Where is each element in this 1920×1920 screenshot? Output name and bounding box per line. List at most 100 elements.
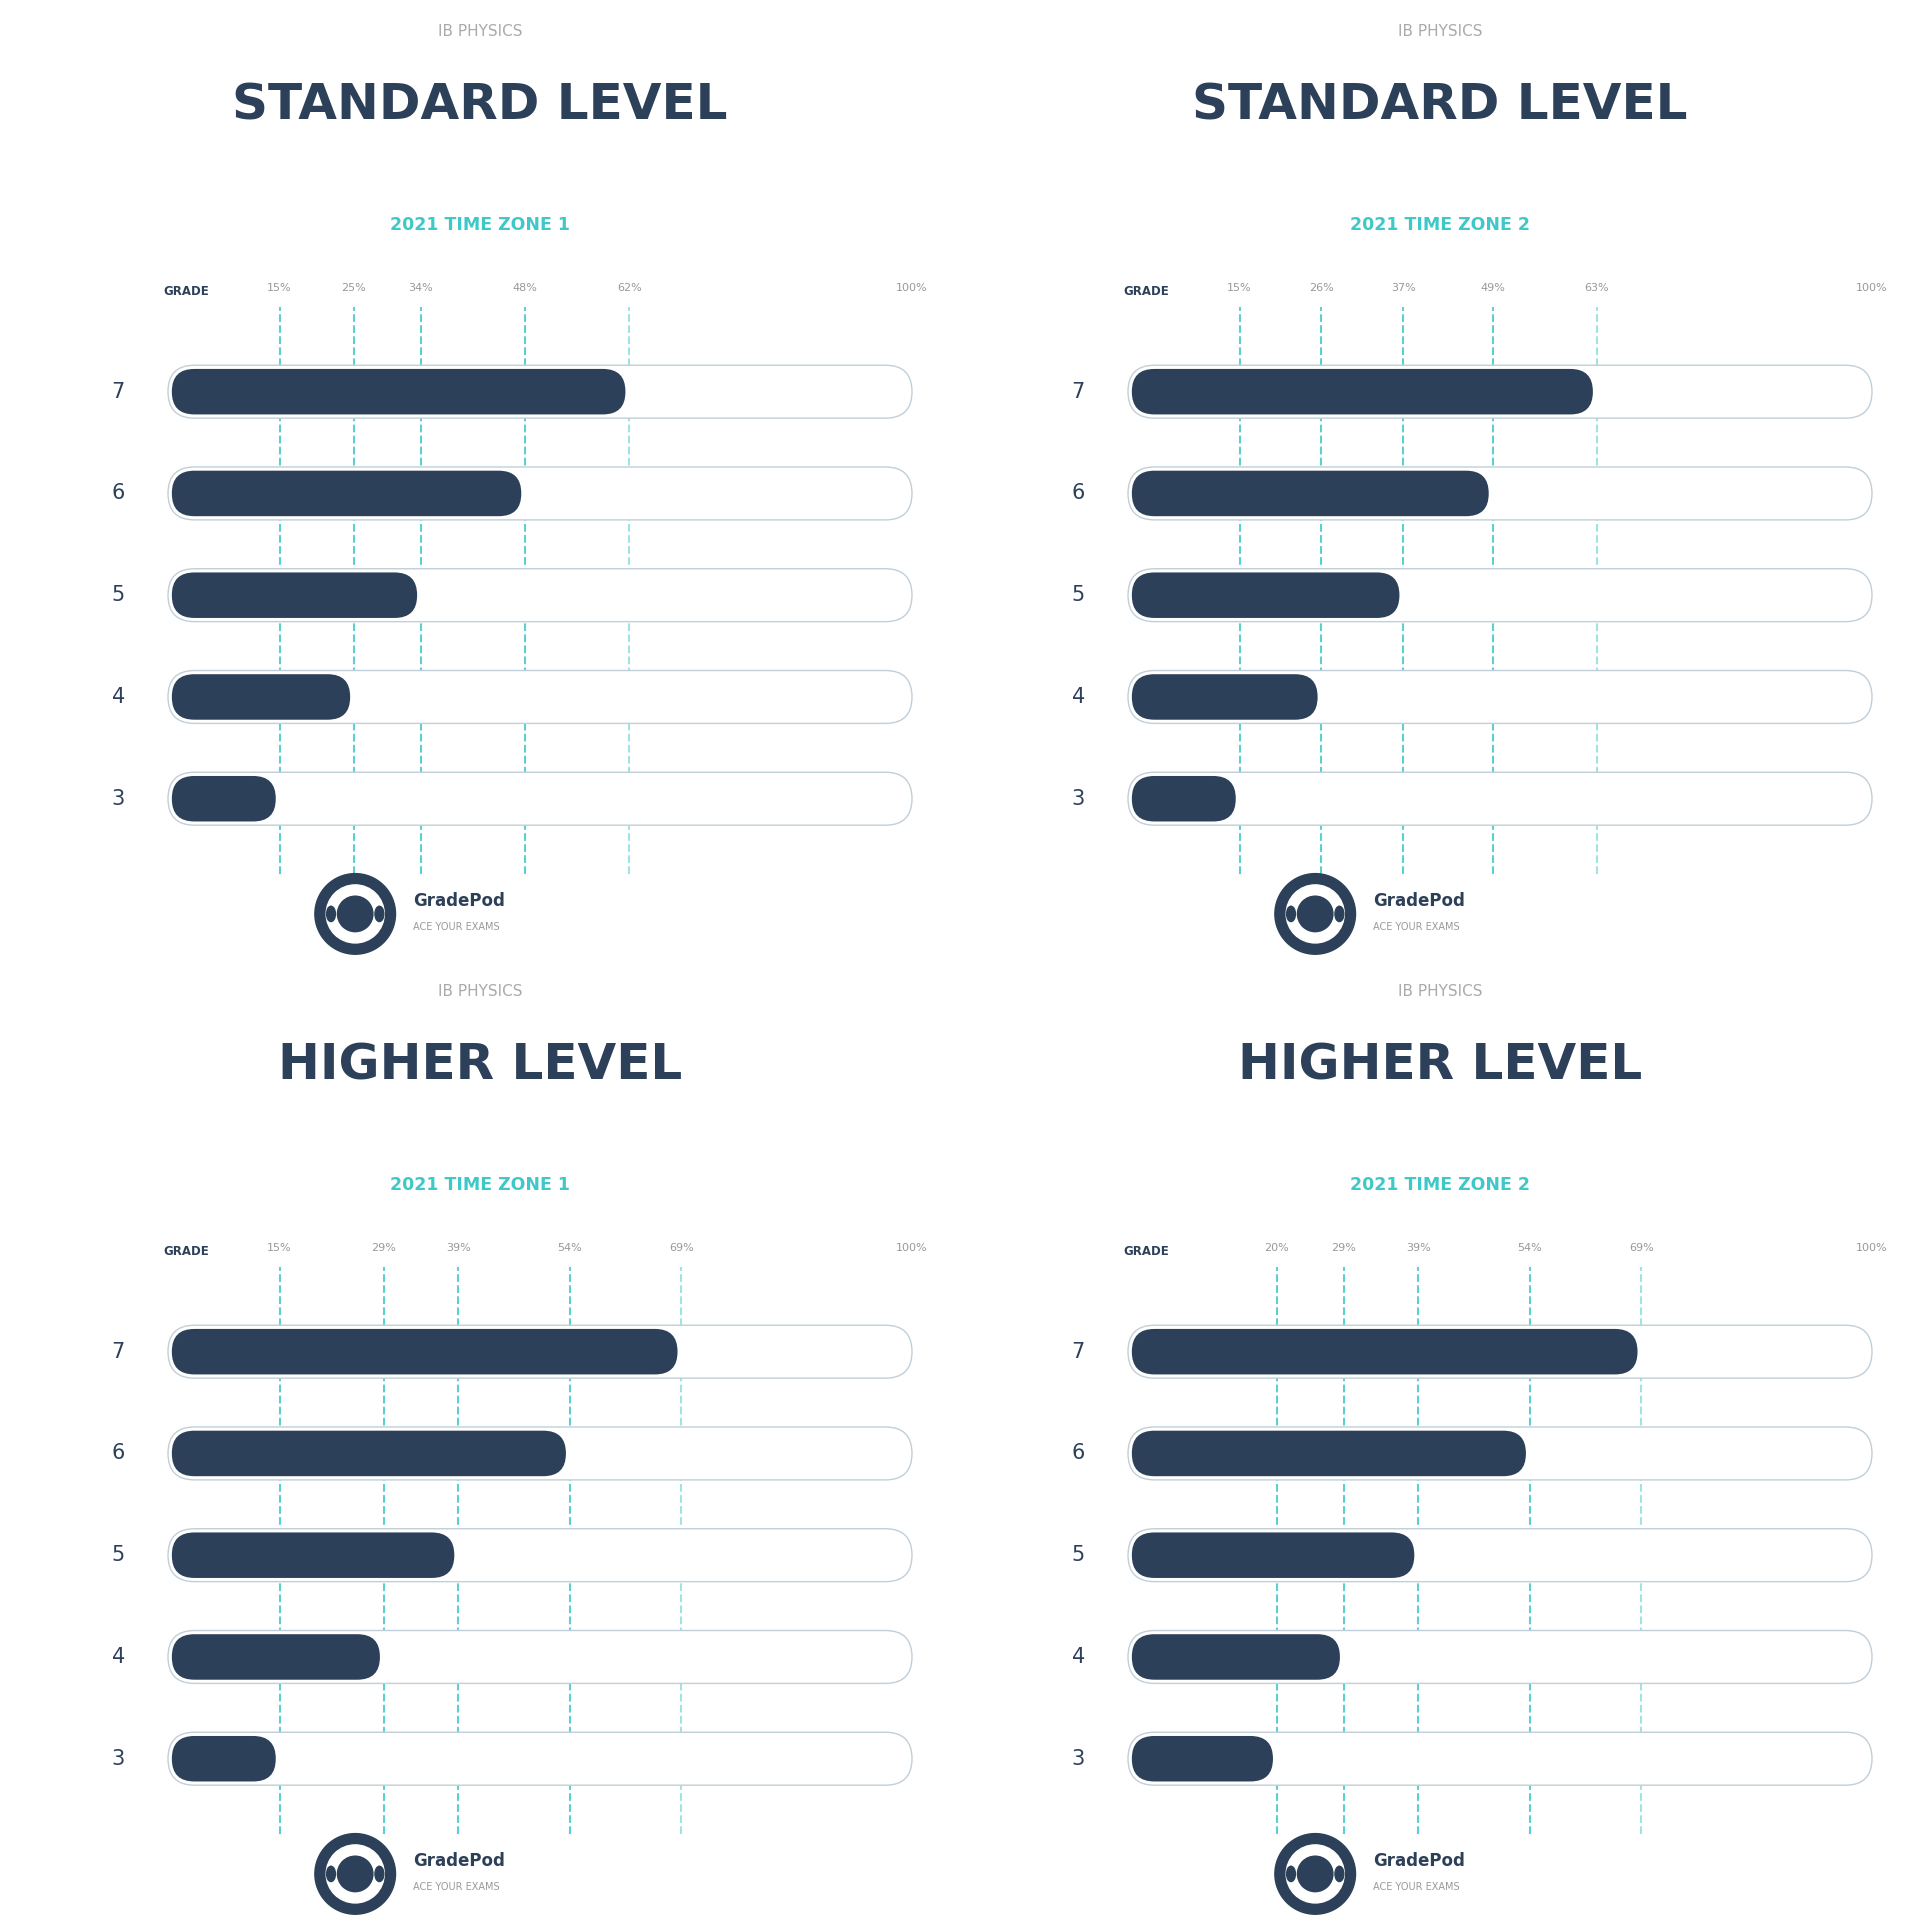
Text: 26%: 26% (1309, 282, 1334, 292)
Text: 29%: 29% (371, 1242, 396, 1252)
Text: 4: 4 (1071, 1647, 1085, 1667)
FancyBboxPatch shape (1131, 1736, 1273, 1782)
FancyBboxPatch shape (173, 369, 626, 415)
Text: 63%: 63% (1584, 282, 1609, 292)
Text: 48%: 48% (513, 282, 538, 292)
Text: IB PHYSICS: IB PHYSICS (438, 25, 522, 38)
FancyBboxPatch shape (169, 1528, 912, 1582)
Text: GradePod: GradePod (413, 893, 505, 910)
Text: 69%: 69% (668, 1242, 693, 1252)
FancyBboxPatch shape (1129, 1427, 1872, 1480)
Text: ACE YOUR EXAMS: ACE YOUR EXAMS (1373, 1882, 1459, 1893)
Text: 7: 7 (111, 382, 125, 401)
Ellipse shape (1334, 906, 1344, 922)
Ellipse shape (326, 1866, 336, 1882)
FancyBboxPatch shape (1131, 1329, 1638, 1375)
FancyBboxPatch shape (1131, 674, 1317, 720)
Text: ACE YOUR EXAMS: ACE YOUR EXAMS (1373, 922, 1459, 933)
FancyBboxPatch shape (1129, 1528, 1872, 1582)
Text: 54%: 54% (557, 1242, 582, 1252)
Text: 4: 4 (111, 687, 125, 707)
Ellipse shape (1286, 906, 1296, 922)
Text: GRADE: GRADE (163, 1244, 209, 1258)
FancyBboxPatch shape (173, 572, 417, 618)
Text: 5: 5 (1071, 1546, 1085, 1565)
Circle shape (1298, 897, 1332, 931)
FancyBboxPatch shape (1131, 776, 1236, 822)
Circle shape (1298, 1857, 1332, 1891)
FancyBboxPatch shape (173, 1532, 455, 1578)
Text: 37%: 37% (1390, 282, 1415, 292)
Text: 15%: 15% (267, 282, 292, 292)
FancyBboxPatch shape (173, 1736, 276, 1782)
Text: 20%: 20% (1265, 1242, 1288, 1252)
Text: 39%: 39% (445, 1242, 470, 1252)
Text: 6: 6 (111, 484, 125, 503)
FancyBboxPatch shape (169, 467, 912, 520)
Text: 100%: 100% (1857, 1242, 1887, 1252)
Circle shape (326, 885, 384, 943)
Circle shape (326, 1845, 384, 1903)
Text: IB PHYSICS: IB PHYSICS (1398, 983, 1482, 998)
Text: 2021 TIME ZONE 1: 2021 TIME ZONE 1 (390, 1175, 570, 1194)
Ellipse shape (1334, 1866, 1344, 1882)
Text: 34%: 34% (409, 282, 434, 292)
FancyBboxPatch shape (1129, 1630, 1872, 1684)
FancyBboxPatch shape (1131, 1532, 1415, 1578)
FancyBboxPatch shape (169, 365, 912, 419)
Text: 25%: 25% (342, 282, 367, 292)
Text: ACE YOUR EXAMS: ACE YOUR EXAMS (413, 1882, 499, 1893)
Text: HIGHER LEVEL: HIGHER LEVEL (1238, 1041, 1642, 1089)
Text: 49%: 49% (1480, 282, 1505, 292)
Text: STANDARD LEVEL: STANDARD LEVEL (1192, 81, 1688, 131)
Text: 4: 4 (111, 1647, 125, 1667)
FancyBboxPatch shape (1129, 1325, 1872, 1379)
FancyBboxPatch shape (1131, 1430, 1526, 1476)
Text: 2021 TIME ZONE 2: 2021 TIME ZONE 2 (1350, 1175, 1530, 1194)
Text: GRADE: GRADE (1123, 1244, 1169, 1258)
FancyBboxPatch shape (173, 1329, 678, 1375)
FancyBboxPatch shape (1129, 568, 1872, 622)
FancyBboxPatch shape (169, 1427, 912, 1480)
Circle shape (1286, 1845, 1344, 1903)
Text: GradePod: GradePod (413, 1853, 505, 1870)
Text: 15%: 15% (1227, 282, 1252, 292)
Text: 5: 5 (1071, 586, 1085, 605)
Text: 5: 5 (111, 586, 125, 605)
FancyBboxPatch shape (1131, 572, 1400, 618)
FancyBboxPatch shape (169, 568, 912, 622)
FancyBboxPatch shape (169, 670, 912, 724)
Circle shape (1275, 1834, 1356, 1914)
Text: 100%: 100% (897, 1242, 927, 1252)
Text: 62%: 62% (616, 282, 641, 292)
Circle shape (338, 1857, 372, 1891)
Text: 29%: 29% (1331, 1242, 1356, 1252)
Text: 6: 6 (1071, 484, 1085, 503)
FancyBboxPatch shape (1131, 369, 1594, 415)
Ellipse shape (374, 906, 384, 922)
Text: 3: 3 (111, 1749, 125, 1768)
FancyBboxPatch shape (1129, 365, 1872, 419)
Ellipse shape (1286, 1866, 1296, 1882)
FancyBboxPatch shape (1131, 470, 1488, 516)
FancyBboxPatch shape (1129, 670, 1872, 724)
Circle shape (338, 897, 372, 931)
Circle shape (1275, 874, 1356, 954)
Text: 7: 7 (1071, 1342, 1085, 1361)
Circle shape (1286, 885, 1344, 943)
FancyBboxPatch shape (1129, 467, 1872, 520)
FancyBboxPatch shape (169, 772, 912, 826)
FancyBboxPatch shape (173, 674, 349, 720)
Ellipse shape (326, 906, 336, 922)
Text: 15%: 15% (267, 1242, 292, 1252)
Text: 69%: 69% (1628, 1242, 1653, 1252)
Text: 5: 5 (111, 1546, 125, 1565)
FancyBboxPatch shape (173, 1634, 380, 1680)
Text: 39%: 39% (1405, 1242, 1430, 1252)
Text: 6: 6 (111, 1444, 125, 1463)
Text: STANDARD LEVEL: STANDARD LEVEL (232, 81, 728, 131)
Text: 100%: 100% (1857, 282, 1887, 292)
Text: GRADE: GRADE (1123, 284, 1169, 298)
FancyBboxPatch shape (169, 1732, 912, 1786)
Text: 3: 3 (1071, 1749, 1085, 1768)
